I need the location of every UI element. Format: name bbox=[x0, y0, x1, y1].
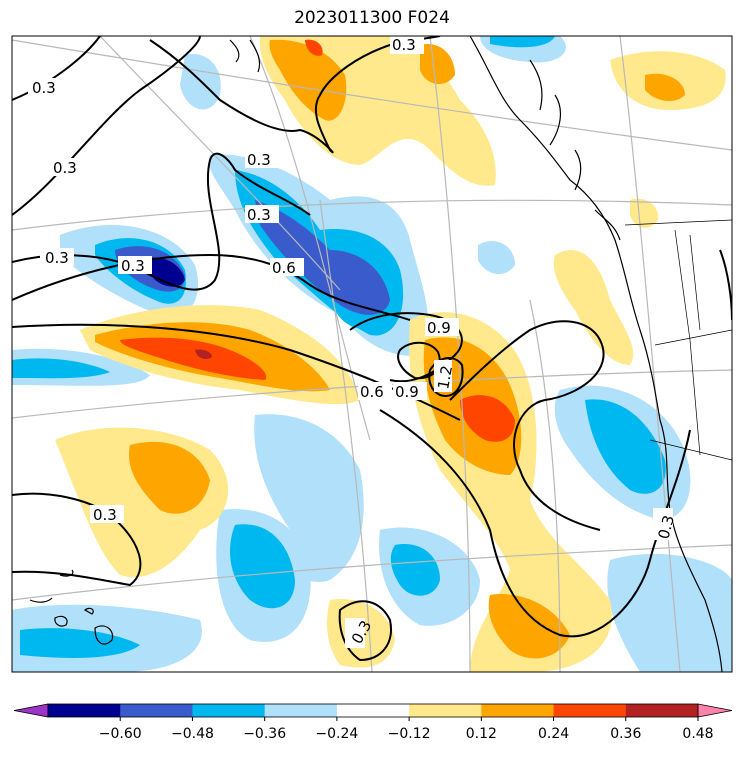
contour-1.2 bbox=[428, 357, 464, 397]
colorbar-tick-label: −0.12 bbox=[388, 726, 431, 742]
colorbar-tick-label: 0.24 bbox=[538, 726, 569, 742]
coastlines bbox=[29, 36, 723, 672]
neg-region-mid bbox=[490, 36, 555, 48]
contour-label: 0.3 bbox=[121, 257, 145, 275]
pos-region-mid bbox=[269, 39, 347, 121]
contour-0.3 bbox=[149, 36, 441, 154]
colorbar-segment bbox=[264, 704, 338, 717]
colorbar-tick-label: 0.36 bbox=[610, 726, 641, 742]
pos-region-mid bbox=[488, 594, 570, 659]
neg-region-darkest bbox=[147, 257, 185, 287]
pos-region-mid bbox=[129, 441, 210, 514]
contour-label: 0.3 bbox=[45, 249, 69, 267]
colorbar-segment bbox=[192, 704, 266, 717]
neg-region-mid bbox=[12, 358, 110, 379]
contour-label: 0.3 bbox=[53, 159, 77, 177]
state-borders bbox=[624, 219, 732, 461]
colorbar-tick-label: 0.48 bbox=[682, 726, 713, 742]
contour-label: 0.3 bbox=[392, 36, 416, 54]
pos-region-mid bbox=[645, 73, 685, 102]
contour-0.3 bbox=[12, 36, 201, 216]
neg-region-mid bbox=[230, 524, 295, 609]
contour-0.9 bbox=[449, 320, 605, 531]
colorbar-segment bbox=[336, 704, 410, 717]
colorbar-tick-label: 0.12 bbox=[466, 726, 497, 742]
contour-0.3 bbox=[12, 36, 101, 101]
colorbar-ticks: −0.60 −0.48 −0.36 −0.24 −0.12 0.12 0.24 0.36 0.4… bbox=[99, 717, 714, 742]
pos-region-strong bbox=[120, 337, 267, 380]
contour-label: 0.9 bbox=[427, 319, 451, 337]
neg-region-mid bbox=[585, 399, 666, 494]
colorbar-extend-low bbox=[13, 703, 49, 718]
contour-0.6 bbox=[12, 253, 411, 321]
contour-0.3 bbox=[12, 152, 311, 291]
neg-region-dark bbox=[255, 200, 390, 315]
contour-label: 0.3 bbox=[247, 151, 271, 169]
neg-region-mid bbox=[390, 544, 440, 596]
pos-region-strong bbox=[460, 395, 515, 442]
colorbar-tick-label: −0.24 bbox=[315, 726, 358, 742]
contour-label: 0.9 bbox=[395, 383, 419, 401]
pos-region-light bbox=[630, 198, 659, 228]
contour-label: 0.6 bbox=[272, 259, 296, 277]
colorbar-outline bbox=[47, 703, 699, 718]
contour-label: 0.3 bbox=[247, 206, 271, 224]
contour-label: 1.2 bbox=[434, 364, 456, 391]
colorbar-segments bbox=[13, 703, 733, 718]
neg-region-light bbox=[478, 241, 515, 275]
contour-0.3 bbox=[12, 492, 142, 587]
contour-label: 0.3 bbox=[93, 506, 117, 524]
colorbar-tick-label: −0.60 bbox=[99, 726, 142, 742]
colorbar-tick-label: −0.48 bbox=[171, 726, 214, 742]
colorbar-segment bbox=[625, 704, 699, 717]
contour-label: 0.3 bbox=[654, 513, 678, 541]
chart-title: 2023011300 F024 bbox=[294, 8, 450, 28]
contour-label: 0.6 bbox=[360, 383, 384, 401]
colorbar-tick-label: −0.36 bbox=[243, 726, 286, 742]
pos-region-strong bbox=[305, 39, 323, 56]
graticule bbox=[12, 36, 732, 672]
colorbar-segment bbox=[481, 704, 555, 717]
neg-region-mid bbox=[20, 628, 140, 658]
colorbar-segment bbox=[48, 704, 121, 717]
colorbar-segment bbox=[120, 704, 193, 717]
contour-label: 0.3 bbox=[32, 79, 56, 97]
colorbar-segment bbox=[553, 704, 627, 717]
colorbar-extend-high bbox=[697, 703, 733, 718]
map-frame bbox=[11, 35, 733, 673]
contour-lines bbox=[12, 36, 732, 662]
neg-region-light bbox=[254, 414, 364, 582]
colorbar-segment bbox=[409, 704, 482, 717]
contour-label-group: 0.3 0.3 0.3 0.3 0.3 0.3 0.6 0.6 0.9 0.9 … bbox=[28, 36, 678, 648]
pos-region-light bbox=[553, 250, 634, 365]
pos-region-mid bbox=[420, 44, 455, 85]
contour-0.3 bbox=[338, 600, 392, 662]
neg-region-light bbox=[607, 553, 732, 672]
pos-region-core bbox=[195, 349, 212, 359]
